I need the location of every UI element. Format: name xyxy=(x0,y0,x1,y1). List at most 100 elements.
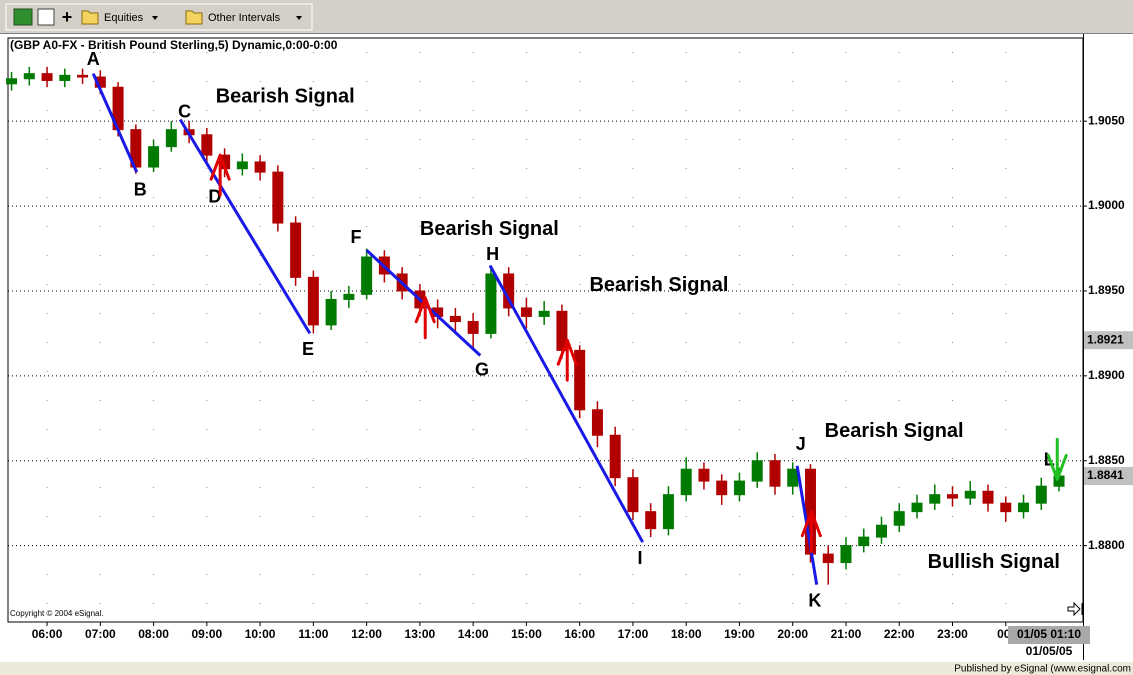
x-tick-label: 19:00 xyxy=(724,627,755,641)
candle-body xyxy=(662,494,674,530)
x-tick-label: 12:00 xyxy=(351,627,382,641)
candle-body xyxy=(59,74,71,81)
candle-body xyxy=(787,468,799,487)
candle-body xyxy=(591,409,603,436)
candle-body xyxy=(751,460,763,482)
candle-body xyxy=(733,480,745,496)
point-label: H xyxy=(486,244,499,264)
candle-body xyxy=(964,490,976,499)
price-marker-label: 1.8921 xyxy=(1087,332,1124,346)
y-tick-label: 1.8950 xyxy=(1088,283,1125,297)
x-tick-label: 08:00 xyxy=(138,627,169,641)
x-tick-label: 11:00 xyxy=(298,627,328,641)
candle-body xyxy=(769,460,781,487)
candle-body xyxy=(538,310,550,317)
candle-body xyxy=(875,524,887,538)
candle-body xyxy=(290,222,302,278)
candle-body xyxy=(627,477,639,513)
plot-area xyxy=(7,37,1084,623)
x-tick-label: 06:00 xyxy=(32,627,63,641)
candle-body xyxy=(325,298,337,326)
properties-icon[interactable] xyxy=(37,8,55,26)
candle-body xyxy=(574,349,586,411)
candle-body xyxy=(1018,502,1030,513)
footer-text: Published by eSignal (www.esignal.com xyxy=(954,664,1131,675)
point-label: K xyxy=(808,590,821,610)
candle-body xyxy=(361,256,373,295)
signal-label: Bullish Signal xyxy=(928,551,1060,573)
candle-body xyxy=(148,146,160,168)
point-label: C xyxy=(178,101,191,121)
point-label: F xyxy=(350,227,361,247)
candle-body xyxy=(467,321,479,334)
y-tick-label: 1.8900 xyxy=(1088,368,1125,382)
x-tick-label: 09:00 xyxy=(191,627,222,641)
candle-body xyxy=(680,468,692,496)
x-tick-label: 18:00 xyxy=(671,627,702,641)
x-tick-label: 20:00 xyxy=(777,627,808,641)
candle-body xyxy=(858,536,870,547)
signal-arrow xyxy=(209,153,231,197)
add-icon[interactable]: + xyxy=(62,7,73,27)
candle-body xyxy=(911,502,923,513)
time-marker: 01/05 01:10 xyxy=(1017,627,1081,641)
x-tick-label: 15:00 xyxy=(511,627,542,641)
candle-body xyxy=(840,545,852,564)
scroll-icon[interactable] xyxy=(1067,601,1083,617)
candle-body xyxy=(165,129,177,148)
candle-body xyxy=(236,161,248,170)
candle-body xyxy=(947,494,959,499)
y-tick-label: 1.9000 xyxy=(1088,198,1125,212)
candle-body xyxy=(307,276,319,326)
signal-label: Bearish Signal xyxy=(589,274,728,296)
y-tick-label: 1.8850 xyxy=(1088,453,1125,467)
dropdown-arrow[interactable] xyxy=(152,16,158,20)
point-label: J xyxy=(796,434,806,454)
price-marker-label: 1.8841 xyxy=(1087,468,1124,482)
signal-arrow xyxy=(800,510,822,554)
candle-body xyxy=(698,468,710,482)
candle-body xyxy=(520,307,532,317)
candle-body xyxy=(982,490,994,504)
folder-icon[interactable] xyxy=(185,10,203,25)
candle-body xyxy=(929,494,941,504)
trend-line xyxy=(178,118,312,335)
signal-label: Bearish Signal xyxy=(216,86,355,108)
x-tick-label: 14:00 xyxy=(458,627,489,641)
signal-label: Bearish Signal xyxy=(420,218,559,240)
point-label: A xyxy=(87,49,100,69)
point-label: B xyxy=(134,180,147,200)
chart-icon[interactable] xyxy=(13,8,33,26)
folder-icon[interactable] xyxy=(81,10,99,25)
candle-body xyxy=(449,315,461,323)
x-tick-label: 22:00 xyxy=(884,627,915,641)
candle-body xyxy=(254,161,266,173)
candle-body xyxy=(23,73,35,80)
point-label: D xyxy=(208,186,221,206)
dropdown-arrow[interactable] xyxy=(296,16,302,20)
price-marker-box xyxy=(1084,331,1133,350)
x-tick-label: 07:00 xyxy=(85,627,116,641)
price-marker-box xyxy=(1084,467,1133,485)
candle-body xyxy=(272,171,284,224)
time-marker-box xyxy=(1008,626,1090,644)
signal-arrow xyxy=(1046,437,1068,481)
candle-body xyxy=(1000,502,1012,513)
toolbar-item[interactable]: Equities xyxy=(104,12,144,24)
candle-body xyxy=(201,134,213,156)
x-tick-label: 21:00 xyxy=(831,627,862,641)
point-label: G xyxy=(475,359,489,379)
candle-body xyxy=(1035,485,1047,504)
candle-body xyxy=(343,293,355,300)
date-label: 01/05/05 xyxy=(1026,644,1073,658)
point-label: E xyxy=(302,339,314,359)
toolbar-item[interactable]: Other Intervals xyxy=(208,12,281,24)
trend-line xyxy=(91,73,139,173)
signal-arrow xyxy=(414,296,436,340)
candle-body xyxy=(6,78,18,85)
candle-body xyxy=(485,273,497,334)
chart-title: (GBP A0-FX - British Pound Sterling,5) D… xyxy=(10,38,338,52)
x-tick-label: 16:00 xyxy=(564,627,595,641)
